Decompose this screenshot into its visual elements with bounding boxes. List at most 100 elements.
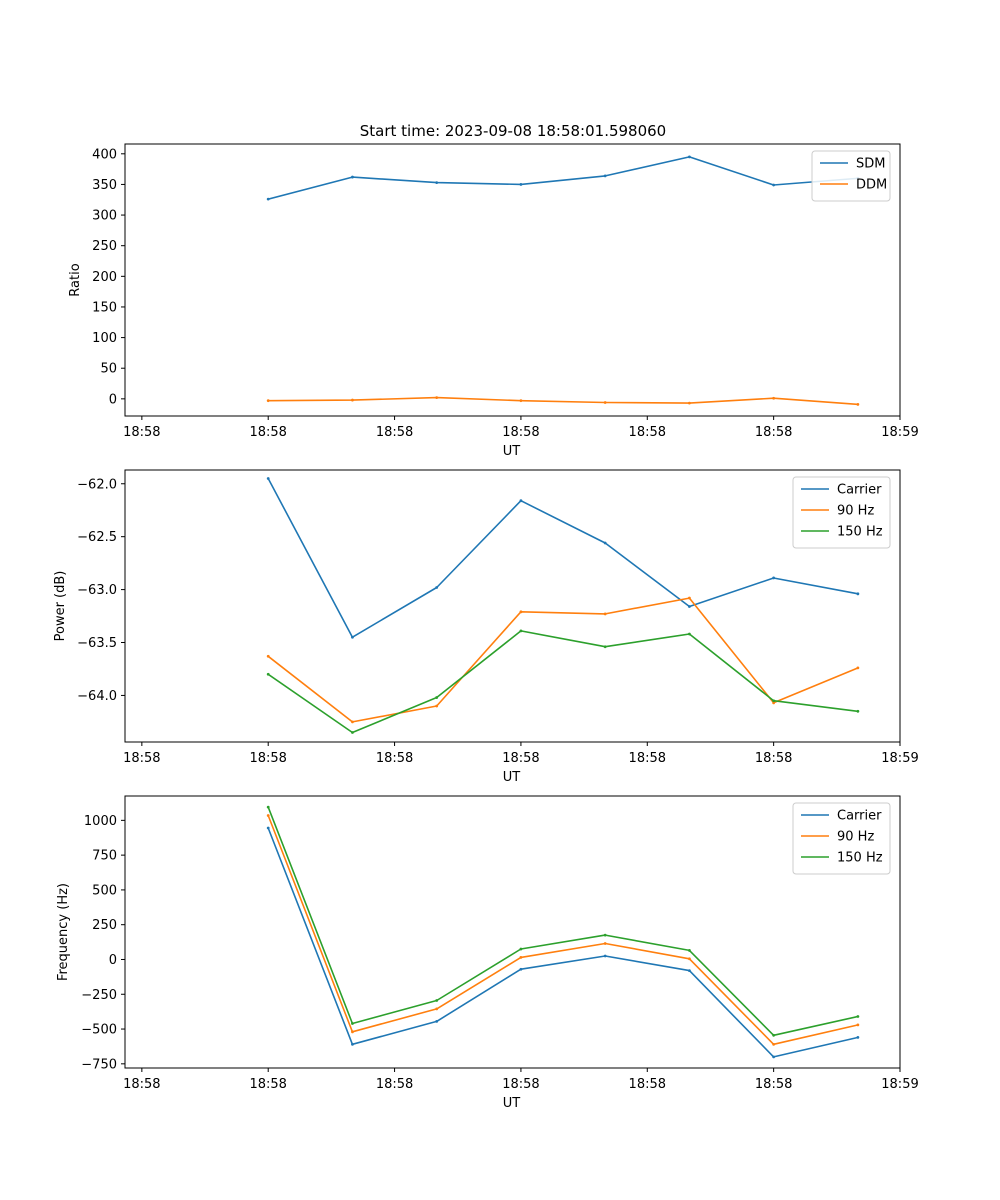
data-point xyxy=(603,645,607,649)
data-point xyxy=(519,955,523,959)
series-line-sdm xyxy=(267,156,859,201)
y-tick-label: −64.0 xyxy=(77,689,117,704)
data-point xyxy=(351,720,354,724)
data-point xyxy=(435,696,439,699)
data-point xyxy=(856,1035,860,1039)
plot-area-frame xyxy=(124,795,901,1069)
x-tick-label: 18:59 xyxy=(881,751,918,766)
data-point xyxy=(856,709,860,713)
plot-area-frame xyxy=(124,469,901,743)
data-point xyxy=(351,1022,354,1025)
data-point xyxy=(351,1030,354,1034)
y-tick-label: −250 xyxy=(81,988,117,1003)
x-axis-label: UT xyxy=(503,1096,521,1111)
y-tick-label: −750 xyxy=(81,1057,117,1072)
legend-label: Carrier xyxy=(837,483,882,498)
y-axis-label: Ratio xyxy=(68,263,83,296)
data-point xyxy=(856,666,860,670)
data-point xyxy=(435,1007,439,1011)
plot-area-frame xyxy=(124,143,901,417)
data-point xyxy=(856,1015,860,1018)
x-tick-label: 18:58 xyxy=(376,425,413,440)
subplot-3: 18:58 18:58 18:58 18:58 18:58 18:58 18:59 1000 7… xyxy=(56,795,919,1111)
data-point xyxy=(519,629,523,633)
x-tick-label: 18:58 xyxy=(249,425,286,440)
y-tick-label: 100 xyxy=(92,331,117,346)
data-point xyxy=(688,949,691,952)
data-point xyxy=(772,1055,776,1059)
x-tick-label: 18:58 xyxy=(123,751,160,766)
data-point xyxy=(435,396,439,400)
data-point xyxy=(688,596,691,600)
data-point xyxy=(772,701,776,705)
x-tick-label: 18:58 xyxy=(755,1077,792,1092)
x-tick-label: 18:58 xyxy=(502,425,539,440)
data-point xyxy=(266,477,270,480)
x-tick-label: 18:58 xyxy=(629,1077,666,1092)
data-point xyxy=(688,605,691,608)
x-tick-label: 18:58 xyxy=(123,425,160,440)
data-point xyxy=(603,933,607,937)
data-point xyxy=(772,699,776,703)
x-tick-label: 18:59 xyxy=(881,425,918,440)
data-point xyxy=(856,402,860,406)
y-tick-label: 0 xyxy=(109,953,117,968)
series-line-ddm xyxy=(267,396,859,406)
data-point xyxy=(266,399,270,403)
data-point xyxy=(519,947,523,951)
series-line-90-hz xyxy=(267,814,859,1046)
x-tick-label: 18:58 xyxy=(123,1077,160,1092)
data-point xyxy=(856,592,860,596)
data-point xyxy=(603,942,607,945)
legend-label: 150 Hz xyxy=(837,851,883,866)
data-point xyxy=(856,1023,860,1027)
data-point xyxy=(519,183,523,186)
x-tick-label: 18:58 xyxy=(755,425,792,440)
data-point xyxy=(266,814,270,817)
y-tick-label: −63.5 xyxy=(77,636,117,651)
x-axis-label: UT xyxy=(503,444,521,459)
y-axis-label: Frequency (Hz) xyxy=(56,883,71,981)
data-point xyxy=(519,610,523,614)
x-tick-label: 18:58 xyxy=(502,751,539,766)
data-point xyxy=(435,181,439,184)
x-tick-label: 18:58 xyxy=(376,751,413,766)
legend: Carrier 90 Hz 150 Hz xyxy=(792,802,891,875)
chart-title: Start time: 2023-09-08 18:58:01.598060 xyxy=(360,122,666,140)
data-point xyxy=(435,704,439,708)
y-tick-label: 150 xyxy=(92,300,117,315)
y-tick-label: 250 xyxy=(92,239,117,254)
data-point xyxy=(266,805,270,809)
y-tick-label: −62.5 xyxy=(77,530,117,545)
data-point xyxy=(435,586,439,589)
data-point xyxy=(603,174,607,178)
data-point xyxy=(772,1033,776,1037)
data-point xyxy=(603,401,607,404)
series-line-150-hz xyxy=(267,630,859,734)
x-tick-label: 18:58 xyxy=(376,1077,413,1092)
x-tick-label: 18:58 xyxy=(755,751,792,766)
data-point xyxy=(688,632,691,636)
data-point xyxy=(772,396,776,400)
data-point xyxy=(772,576,776,580)
y-tick-label: 500 xyxy=(92,883,117,898)
data-point xyxy=(772,183,776,187)
data-point xyxy=(435,999,439,1002)
y-tick-label: 350 xyxy=(92,178,117,193)
y-tick-label: 300 xyxy=(92,209,117,224)
y-tick-label: −62.0 xyxy=(77,477,117,492)
legend-label: 90 Hz xyxy=(837,504,874,519)
y-tick-label: −500 xyxy=(81,1023,117,1038)
data-point xyxy=(688,969,691,973)
legend-label: SDM xyxy=(856,157,885,172)
subplot-1: 18:58 18:58 18:58 18:58 18:58 18:58 18:59 0 50 10… xyxy=(68,143,919,459)
data-point xyxy=(351,635,354,639)
x-tick-label: 18:58 xyxy=(249,1077,286,1092)
data-point xyxy=(519,967,523,971)
y-tick-label: 200 xyxy=(92,270,117,285)
legend-label: 150 Hz xyxy=(837,525,883,540)
y-axis-label: Power (dB) xyxy=(53,571,68,642)
data-point xyxy=(266,654,270,658)
data-point xyxy=(351,175,354,179)
